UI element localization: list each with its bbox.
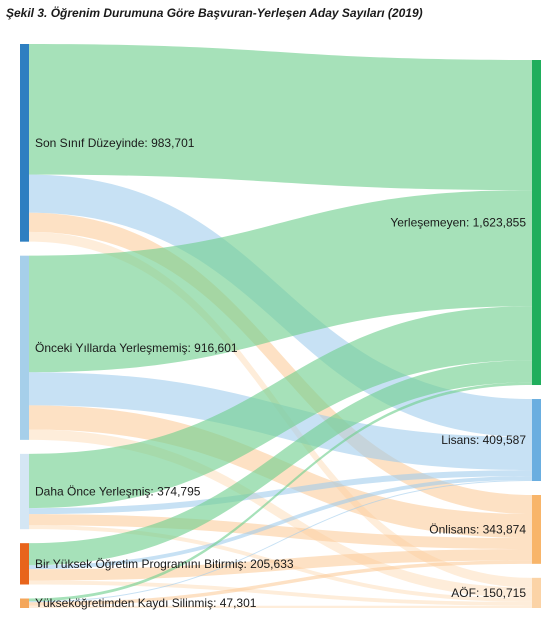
- flow-silinmis-lisans: [29, 480, 532, 603]
- source-label-son: Son Sınıf Düzeyinde: 983,701: [35, 136, 195, 150]
- flow-bitirmis-onlisans: [29, 549, 532, 581]
- node-labels: Son Sınıf Düzeyinde: 983,701 Önceki Yılla…: [35, 136, 526, 610]
- flow-son-yerlesmeyen: [29, 44, 532, 191]
- target-label-yerlesmeyen: Yerleşemeyen: 1,623,855: [390, 216, 526, 230]
- flow-links: [29, 44, 532, 608]
- flow-bitirmis-lisans: [29, 476, 532, 570]
- source-label-onceki: Önceki Yıllarda Yerleşmemiş: 916,601: [35, 341, 238, 355]
- target-node-lisans: [532, 399, 541, 482]
- source-label-daha: Daha Önce Yerleşmiş: 374,795: [35, 485, 201, 499]
- nodes: [20, 44, 541, 608]
- target-node-onlisans: [532, 495, 541, 564]
- target-node-aof: [532, 577, 541, 608]
- target-node-yerlesmeyen: [532, 60, 541, 386]
- flow-bitirmis-yerlesmeyen: [29, 360, 532, 566]
- source-node-onceki: [20, 255, 29, 440]
- flow-silinmis-onlisans: [29, 560, 532, 606]
- source-node-silinmis: [20, 598, 29, 608]
- flow-onceki-aof: [29, 429, 532, 598]
- flow-son-onlisans: [29, 212, 532, 515]
- chart-title: Şekil 3. Öğrenim Durumuna Göre Başvuran-…: [6, 6, 423, 20]
- flow-daha-yerlesmeyen: [29, 306, 532, 509]
- source-node-bitirmis: [20, 543, 29, 585]
- target-label-aof: AÖF: 150,715: [451, 586, 526, 600]
- target-label-onlisans: Önlisans: 343,874: [429, 522, 526, 536]
- source-label-bitirmis: Bir Yüksek Öğretim Programını Bitirmiş: …: [35, 557, 294, 571]
- source-node-son: [20, 44, 29, 242]
- source-node-daha: [20, 453, 29, 530]
- flow-daha-onlisans: [29, 514, 532, 550]
- flow-silinmis-aof: [29, 605, 532, 608]
- flow-onceki-yerlesmeyen: [29, 190, 532, 373]
- flow-bitirmis-aof: [29, 580, 532, 606]
- flow-silinmis-yerlesmeyen: [29, 382, 532, 602]
- target-label-lisans: Lisans: 409,587: [441, 433, 526, 447]
- source-label-silinmis: Yükseköğretimden Kaydı Silinmiş: 47,301: [35, 596, 257, 610]
